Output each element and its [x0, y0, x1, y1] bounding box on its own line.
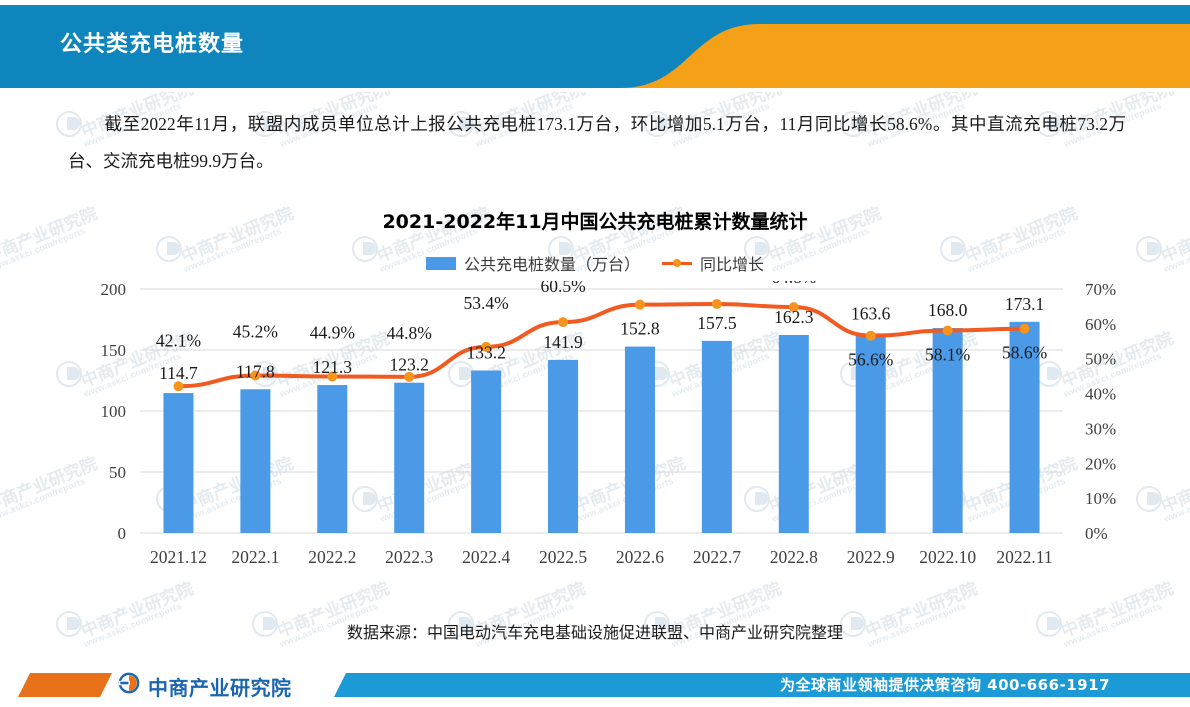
chart-bar[interactable]: [317, 385, 348, 533]
chart-bar[interactable]: [240, 389, 271, 533]
line-percent-label: 44.9%: [310, 322, 355, 342]
y-axis-left-tick: 100: [101, 402, 127, 421]
x-axis-tick-label: 2022.4: [462, 547, 510, 567]
chart-bar[interactable]: [548, 359, 579, 533]
chart-legend: 公共充电桩数量（万台） 同比增长: [0, 251, 1190, 275]
y-axis-left-tick: 50: [109, 463, 126, 482]
bar-value-label: 121.3: [313, 357, 353, 377]
intro-paragraph: 截至2022年11月，联盟内成员单位总计上报公共充电桩173.1万台，环比增加5…: [68, 106, 1126, 180]
line-percent-label: 45.2%: [233, 321, 278, 341]
x-axis-tick-label: 2022.11: [996, 547, 1052, 567]
bar-value-label: 123.2: [390, 355, 429, 375]
bar-value-label: 157.5: [697, 313, 737, 333]
footer-brand-name: 中商产业研究院: [148, 676, 292, 700]
chart-line[interactable]: [176, 301, 1027, 389]
chart-plot-area: 0 50 100 150 200 0% 10% 20% 30% 40% 50% 60% 70% 114.7…: [0, 281, 1190, 581]
x-axis-tick-label: 2022.7: [693, 547, 741, 567]
line-percent-label: 44.8%: [387, 323, 432, 343]
y-axis-right-tick: 10%: [1085, 489, 1116, 508]
chart-line-marker[interactable]: [404, 371, 415, 382]
y-axis-right-tick: 50%: [1085, 350, 1116, 369]
chart-bar[interactable]: [471, 370, 502, 533]
chart-source-note: 数据来源：中国电动汽车充电基础设施促进联盟、中商产业研究院整理: [346, 625, 843, 642]
bar-value-label: 117.8: [236, 361, 275, 381]
chart-bar[interactable]: [778, 334, 809, 533]
chart-line-marker[interactable]: [711, 298, 722, 309]
chart-line-marker[interactable]: [634, 299, 645, 310]
chart-line-marker[interactable]: [327, 371, 338, 382]
line-percent-label: 60.5%: [540, 281, 585, 296]
y-axis-right-tick: 30%: [1085, 419, 1116, 438]
line-percent-label: 58.6%: [1002, 343, 1047, 363]
chart-line-marker[interactable]: [558, 317, 569, 328]
line-percent-label: 42.1%: [156, 330, 201, 350]
bar-value-label: 152.8: [620, 319, 660, 339]
chart-bar[interactable]: [932, 328, 963, 533]
chart-container: 2021-2022年11月中国公共充电桩累计数量统计 公共充电桩数量（万台） 同…: [0, 195, 1190, 642]
line-percent-label: 65.5%: [617, 281, 662, 285]
chart-bar[interactable]: [1009, 321, 1040, 533]
line-percent-label: 64.8%: [771, 281, 816, 287]
legend-label-bars: 公共充电桩数量（万台）: [463, 257, 640, 274]
footer-slogan: 为全球商业领袖提供决策咨询 400-666-1917: [779, 676, 1110, 694]
intro-text: 截至2022年11月，联盟内成员单位总计上报公共充电桩173.1万台，环比增加5…: [68, 114, 1126, 171]
chart-line-marker[interactable]: [173, 381, 184, 392]
legend-label-line: 同比增长: [700, 257, 765, 274]
y-axis-left-tick: 0: [118, 524, 127, 543]
chart-bar[interactable]: [701, 340, 732, 533]
header-banner-shape: [0, 0, 1190, 92]
x-axis-tick-label: 2022.8: [770, 547, 818, 567]
chart-title: 2021-2022年11月中国公共充电桩累计数量统计: [382, 211, 808, 233]
bar-value-label: 162.3: [774, 307, 814, 327]
line-percent-label: 65.7%: [694, 281, 739, 284]
y-axis-right-tick: 20%: [1085, 454, 1116, 473]
chart-bar[interactable]: [855, 333, 886, 533]
y-axis-right-tick: 60%: [1085, 315, 1116, 334]
company-logo-icon: [118, 672, 140, 694]
bar-value-label: 141.9: [543, 332, 583, 352]
x-axis-tick-label: 2022.3: [385, 547, 433, 567]
line-percent-label: 58.1%: [925, 344, 970, 364]
legend-item-bars[interactable]: 公共充电桩数量（万台）: [425, 251, 640, 275]
x-axis-tick-label: 2022.5: [539, 547, 587, 567]
y-axis-left-tick: 200: [101, 281, 127, 299]
x-axis-tick-label: 2022.6: [616, 547, 664, 567]
y-axis-right-tick: 40%: [1085, 385, 1116, 404]
chart-svg: 0 50 100 150 200 0% 10% 20% 30% 40% 50% 60% 70% 114.7…: [101, 281, 1117, 567]
x-axis-tick-label: 2022.1: [231, 547, 279, 567]
chart-line-marker[interactable]: [788, 302, 799, 313]
bar-value-label: 133.2: [466, 342, 505, 362]
y-axis-right-tick: 0%: [1085, 524, 1108, 543]
page-footer: 中商产业研究院 为全球商业领袖提供决策咨询 400-666-1917: [0, 660, 1190, 707]
x-axis-tick-label: 2022.2: [308, 547, 356, 567]
page-header: 公共类充电桩数量: [0, 0, 1190, 92]
chart-line-marker[interactable]: [250, 370, 261, 381]
legend-line-swatch-icon: [662, 257, 692, 270]
x-axis-tick-label: 2022.10: [919, 547, 976, 567]
chart-line-marker[interactable]: [1019, 323, 1030, 334]
page-title: 公共类充电桩数量: [60, 32, 245, 57]
chart-line-marker[interactable]: [865, 330, 876, 341]
legend-bar-swatch-icon: [425, 256, 456, 270]
chart-line-marker[interactable]: [481, 341, 492, 352]
bar-value-label: 173.1: [1005, 294, 1044, 314]
y-axis-right-tick: 70%: [1085, 281, 1116, 299]
chart-line-marker[interactable]: [942, 325, 953, 336]
x-axis-tick-label: 2021.12: [150, 547, 207, 567]
bar-value-label: 163.6: [851, 304, 891, 324]
chart-bar[interactable]: [394, 382, 425, 533]
legend-item-line[interactable]: 同比增长: [662, 251, 764, 275]
bar-value-label: 168.0: [928, 300, 968, 320]
footer-banner-shape: [0, 660, 1190, 707]
line-percent-label: 56.6%: [848, 350, 893, 370]
x-axis-tick-label: 2022.9: [847, 547, 895, 567]
chart-bar[interactable]: [163, 393, 194, 533]
line-percent-label: 53.4%: [464, 293, 509, 313]
bar-value-label: 114.7: [159, 363, 198, 383]
y-axis-left-tick: 150: [101, 341, 127, 360]
chart-bar[interactable]: [624, 346, 655, 533]
